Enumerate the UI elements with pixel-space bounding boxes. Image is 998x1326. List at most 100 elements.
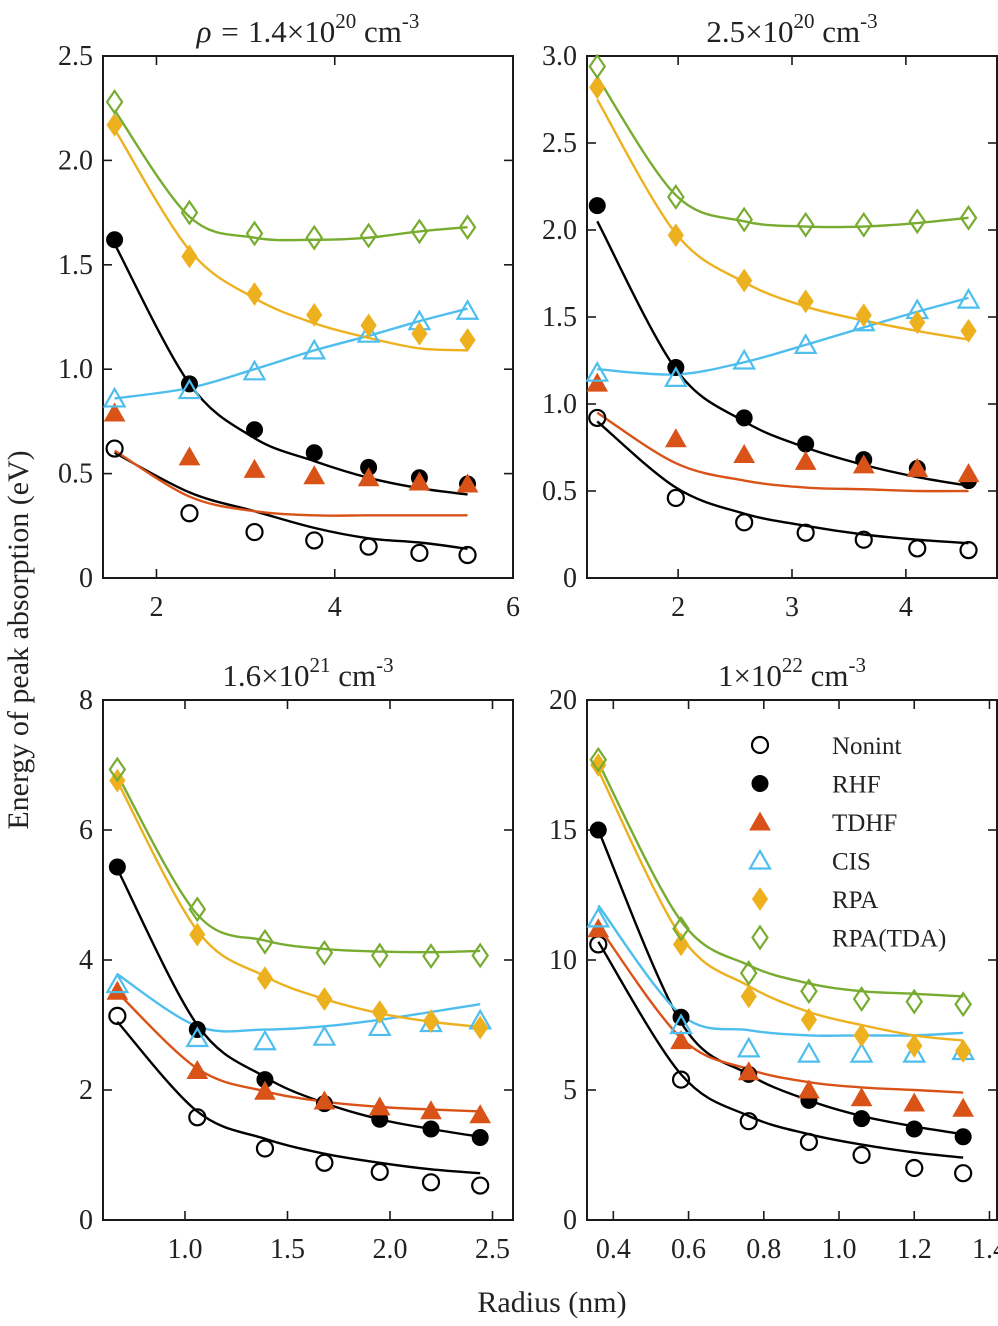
data-point-rpa xyxy=(472,1015,489,1040)
y-tick-label: 5 xyxy=(563,1075,577,1106)
panel-4: 1×1022 cm-3 0 5 10 15 20 0.4 0.6 0.8 1.0 1.2 1.4 xyxy=(549,653,998,1265)
data-point-nonint xyxy=(458,545,477,565)
legend-label: CIS xyxy=(832,849,871,876)
data-point-rpatda xyxy=(458,214,477,241)
data-point-nonint xyxy=(852,1145,871,1165)
y-tick-label: 15 xyxy=(549,815,577,846)
title-mantissa: 1×10 xyxy=(718,658,782,693)
data-point-rhf xyxy=(471,1128,489,1146)
fit-line-rhf xyxy=(116,868,481,1138)
axes-frame xyxy=(102,55,514,579)
x-tick-label: 1.5 xyxy=(270,1234,305,1265)
data-point-rpatda xyxy=(370,942,389,969)
data-point-tdhf xyxy=(850,1087,873,1107)
data-point-nonint xyxy=(739,1112,758,1131)
x-tick-label: 3 xyxy=(785,592,799,623)
data-point-rpa xyxy=(667,223,684,248)
data-point-rpa xyxy=(855,303,872,328)
axes-frame xyxy=(102,699,514,1221)
data-point-rhf xyxy=(588,197,606,215)
data-point-rpatda xyxy=(410,218,429,245)
data-point-rpatda xyxy=(471,942,490,969)
title-mantissa: 1.6×10 xyxy=(222,658,309,693)
data-point-rpatda xyxy=(588,53,607,80)
data-point-tdhf xyxy=(852,454,875,474)
axes-frame xyxy=(586,699,998,1221)
data-point-rhf xyxy=(422,1120,440,1138)
data-point-cis xyxy=(849,1041,874,1063)
y-tick-label: 0.5 xyxy=(58,459,93,490)
data-point-rpatda xyxy=(589,746,608,773)
data-point-rpa xyxy=(589,75,606,100)
y-tick-label: 0 xyxy=(79,563,93,594)
data-point-rpatda xyxy=(188,896,207,923)
data-point-nonint xyxy=(245,522,264,542)
data-point-rpa xyxy=(106,113,123,137)
data-point-cis xyxy=(797,1041,821,1063)
data-point-rpa xyxy=(256,966,274,991)
data-point-nonint xyxy=(735,513,754,532)
data-point-rhf xyxy=(305,444,323,462)
fit-line-rhf xyxy=(113,243,468,496)
y-tick-label: 0 xyxy=(563,1205,577,1236)
fit-line-rpatda xyxy=(116,774,481,954)
y-tick-label: 2.5 xyxy=(58,41,93,72)
x-tick-label: 2.5 xyxy=(475,1234,510,1265)
data-point-tdhf xyxy=(243,458,266,478)
panel-title: 1×1022 cm-3 xyxy=(718,653,866,693)
data-point-rpatda xyxy=(180,199,199,226)
fit-line-nonint xyxy=(597,941,964,1159)
data-point-cis xyxy=(851,310,876,332)
data-point-nonint xyxy=(796,523,815,542)
data-point-nonint xyxy=(359,537,378,556)
data-point-rpatda xyxy=(667,183,685,210)
data-point-tdhf xyxy=(408,471,431,491)
data-point-nonint xyxy=(370,1162,389,1182)
data-point-cis xyxy=(102,386,127,408)
x-tick-label: 1.4 xyxy=(972,1234,998,1265)
data-point-nonint xyxy=(421,1173,441,1192)
title-unit-exponent: -3 xyxy=(376,653,394,677)
data-point-cis xyxy=(312,1024,337,1046)
data-point-rhf xyxy=(853,1110,871,1128)
y-tick-label: 3.0 xyxy=(542,41,577,72)
x-axis-label: Radius (nm) xyxy=(477,1286,626,1319)
y-tick-label: 2.5 xyxy=(542,128,577,159)
data-point-rpa xyxy=(800,1007,818,1032)
panel-title: ρ = 1.4×1020 cm-3 xyxy=(196,9,420,49)
legend-marker-nonint xyxy=(750,735,770,755)
data-point-rpa xyxy=(672,932,690,957)
y-tick-label: 10 xyxy=(549,945,577,976)
data-point-tdhf xyxy=(906,457,929,477)
x-tick-label: 2 xyxy=(671,592,685,623)
x-tick-label: 2 xyxy=(149,592,163,623)
fit-line-nonint xyxy=(116,1020,481,1175)
data-point-nonint xyxy=(666,488,685,508)
data-point-rpatda xyxy=(954,991,972,1018)
data-point-nonint xyxy=(954,1164,973,1183)
data-point-nonint xyxy=(315,1153,334,1172)
data-point-tdhf xyxy=(664,428,687,448)
data-point-tdhf xyxy=(420,1100,442,1120)
legend-marker-rhf xyxy=(751,775,769,792)
data-point-rpatda xyxy=(959,204,978,231)
data-point-tdhf xyxy=(587,918,610,938)
legend-label: RPA(TDA) xyxy=(832,926,946,953)
legend: Nonint RHF TDHF CIS RPA RPA(TDA) xyxy=(748,733,946,953)
title-unit-exponent: -3 xyxy=(849,653,867,677)
data-point-tdhf xyxy=(670,1030,692,1050)
data-point-nonint xyxy=(255,1139,275,1158)
data-point-rpatda xyxy=(672,915,690,942)
title-mantissa: 1.4×10 xyxy=(248,14,335,49)
title-exponent: 20 xyxy=(794,9,815,33)
data-point-rpa xyxy=(181,244,198,269)
data-point-rhf xyxy=(106,231,124,249)
data-point-rpatda xyxy=(305,224,324,251)
y-tick-label: 2 xyxy=(79,1075,93,1106)
data-point-tdhf xyxy=(254,1080,276,1100)
data-point-tdhf xyxy=(357,467,380,487)
fit-line-rpatda xyxy=(113,109,468,242)
data-point-tdhf xyxy=(469,1104,492,1124)
data-point-rpa xyxy=(306,303,323,327)
